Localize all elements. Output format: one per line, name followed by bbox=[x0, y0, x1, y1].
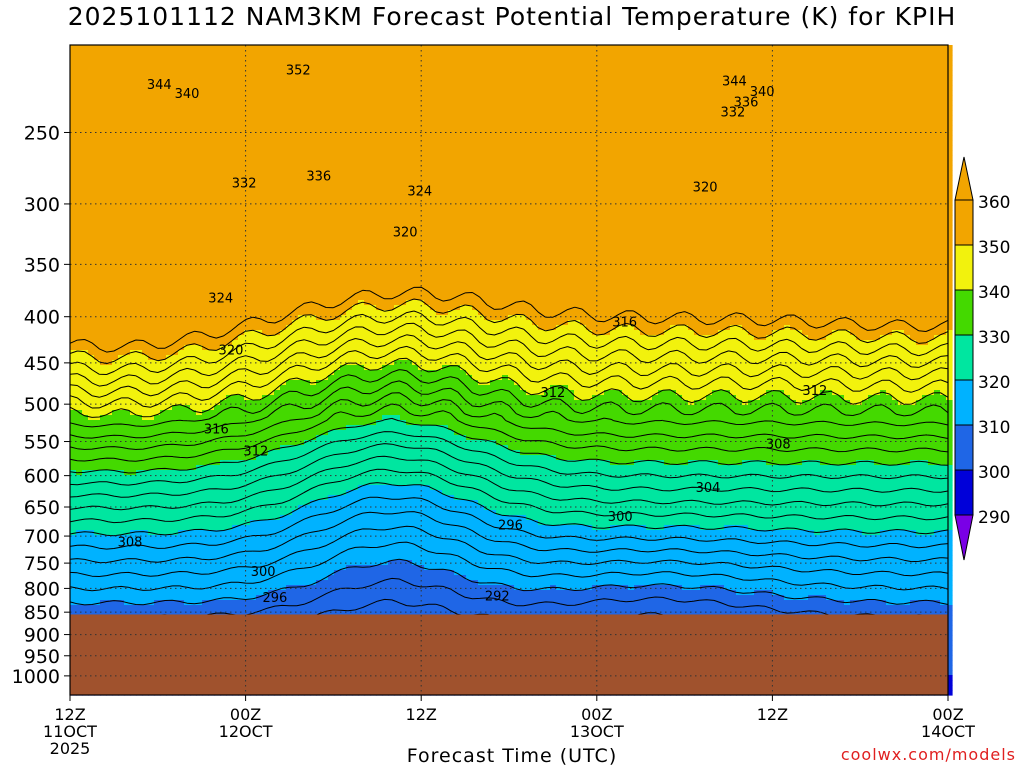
y-tick-label: 950 bbox=[24, 646, 60, 668]
y-tick-label: 400 bbox=[24, 307, 60, 329]
y-tick-label: 600 bbox=[24, 466, 60, 488]
colorbar-label: 360 bbox=[978, 193, 1010, 213]
contour-label: 324 bbox=[208, 292, 233, 307]
x-tick-label: 12Z bbox=[757, 705, 788, 724]
y-tick-label: 500 bbox=[24, 394, 60, 416]
contour-label: 316 bbox=[612, 316, 637, 331]
credit-text: coolwx.com/models bbox=[841, 745, 1016, 764]
colorbar-label: 290 bbox=[978, 508, 1010, 528]
contour-label: 296 bbox=[262, 591, 287, 606]
y-tick-label: 1000 bbox=[12, 666, 60, 688]
contour-label: 340 bbox=[175, 87, 200, 102]
contour-label: 308 bbox=[118, 536, 143, 551]
contour-label: 312 bbox=[243, 445, 268, 460]
colorbar-arrow-bottom bbox=[955, 515, 973, 560]
x-tick-label: 13OCT bbox=[570, 722, 624, 741]
y-tick-label: 450 bbox=[24, 353, 60, 375]
x-tick-label: 12OCT bbox=[219, 722, 273, 741]
contour-label: 320 bbox=[219, 344, 244, 359]
contour-label: 300 bbox=[251, 565, 276, 580]
contour-label: 332 bbox=[232, 176, 257, 191]
colorbar-swatch bbox=[955, 245, 973, 290]
y-axis: 2503003504004505005506006507007508008509… bbox=[12, 122, 70, 687]
contour-label: 324 bbox=[407, 185, 432, 200]
contour-label: 292 bbox=[485, 590, 510, 605]
y-tick-label: 650 bbox=[24, 497, 60, 519]
y-tick-label: 350 bbox=[24, 254, 60, 276]
colorbar-swatch bbox=[955, 425, 973, 470]
colorbar-swatch bbox=[955, 290, 973, 335]
contour-label: 308 bbox=[766, 438, 791, 453]
y-tick-label: 900 bbox=[24, 625, 60, 647]
colorbar-label: 340 bbox=[978, 283, 1010, 303]
colorbar-swatch bbox=[955, 470, 973, 515]
contour-label: 320 bbox=[393, 226, 418, 241]
y-tick-label: 750 bbox=[24, 553, 60, 575]
colorbar-label: 300 bbox=[978, 463, 1010, 483]
colorbar-label: 320 bbox=[978, 373, 1010, 393]
colorbar-label: 330 bbox=[978, 328, 1010, 348]
colorbar-swatch bbox=[955, 335, 973, 380]
contour-label: 304 bbox=[696, 481, 721, 496]
contour-label: 340 bbox=[750, 85, 775, 100]
contour-label: 320 bbox=[693, 181, 718, 196]
colorbar-label: 350 bbox=[978, 238, 1010, 258]
y-tick-label: 300 bbox=[24, 194, 60, 216]
y-tick-label: 550 bbox=[24, 432, 60, 454]
x-tick-label: 14OCT bbox=[921, 722, 975, 741]
colorbar-label: 310 bbox=[978, 418, 1010, 438]
colorbar-swatch bbox=[955, 200, 973, 245]
ground-area bbox=[70, 614, 948, 695]
filled-contours bbox=[70, 45, 953, 696]
contour-label: 344 bbox=[147, 78, 172, 93]
y-tick-label: 250 bbox=[24, 122, 60, 144]
contour-label: 296 bbox=[498, 519, 523, 534]
contour-label: 344 bbox=[722, 75, 747, 90]
contour-label: 300 bbox=[608, 510, 633, 525]
contour-label: 336 bbox=[306, 169, 331, 184]
colorbar: 360 350 340 330 320 310 300 290 bbox=[955, 157, 1010, 560]
contour-label: 312 bbox=[540, 386, 565, 401]
contour-label: 352 bbox=[286, 64, 311, 79]
colorbar-arrow-top bbox=[955, 157, 973, 200]
contour-label: 312 bbox=[802, 384, 827, 399]
y-tick-label: 850 bbox=[24, 602, 60, 624]
x-tick-label: 12Z bbox=[406, 705, 437, 724]
contour-label: 316 bbox=[204, 422, 229, 437]
y-tick-label: 800 bbox=[24, 578, 60, 600]
y-tick-label: 700 bbox=[24, 526, 60, 548]
colorbar-swatch bbox=[955, 380, 973, 425]
